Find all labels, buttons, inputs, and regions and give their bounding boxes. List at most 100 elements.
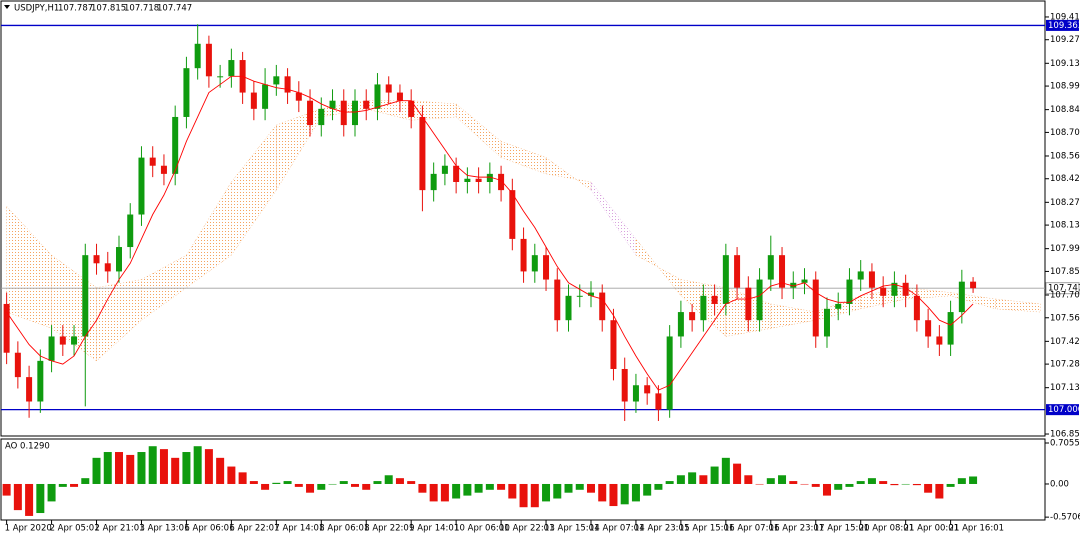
ao-pane (0, 438, 1046, 521)
candle-body (295, 92, 302, 101)
ichimoku-cloud (186, 181, 232, 289)
candle-body (576, 295, 583, 297)
candle-body (82, 255, 89, 337)
ao-bar (70, 483, 79, 487)
ichimoku-cloud (635, 238, 682, 297)
ao-bar (204, 449, 213, 484)
ao-bar (407, 481, 416, 484)
ao-bar (452, 483, 461, 499)
y-tick-label: 107.420 (1050, 337, 1080, 347)
candle-body (599, 292, 606, 321)
symbol-title: USDJPY,H1 (14, 4, 59, 14)
candle-body (801, 279, 808, 283)
candle-body (430, 173, 437, 191)
candle-body (891, 282, 898, 296)
ao-bar (822, 483, 831, 496)
y-tick-label: 106.850 (1050, 430, 1080, 440)
x-tick-label: 20 Apr 08:01 (859, 524, 914, 534)
ichimoku-cloud (141, 254, 187, 321)
ao-bar (924, 483, 933, 493)
ao-bar (665, 481, 674, 484)
candle-body (183, 68, 190, 117)
price-pane (0, 0, 1046, 437)
candle-body (363, 100, 370, 109)
candle-body (632, 385, 639, 402)
candle-body (509, 190, 516, 239)
ao-bar (36, 483, 45, 514)
candle-body (666, 336, 673, 410)
ao-bar (126, 454, 135, 484)
candle-body (127, 214, 134, 248)
candle-body (531, 255, 538, 272)
candle-body (14, 352, 21, 378)
header-value: 107.815 (91, 4, 126, 14)
ao-bar (721, 457, 730, 484)
header-value: 107.747 (157, 4, 192, 14)
candle-body (565, 295, 572, 321)
candle-body (543, 255, 550, 280)
candle-body (902, 282, 909, 296)
candle-body (925, 320, 932, 337)
candle-body (846, 279, 853, 304)
ao-bar (463, 483, 472, 496)
candle-body (340, 100, 347, 126)
menu-triangle[interactable] (4, 5, 10, 9)
y-tick-label: 107.850 (1050, 267, 1080, 277)
y-tick-label: 107.565 (1050, 313, 1080, 323)
ichimoku-cloud (500, 140, 547, 175)
ichimoku-cloud (545, 157, 592, 191)
ao-bar (429, 483, 438, 502)
x-tick-label: 8 Apr 06:01 (319, 524, 369, 534)
ao-bar (92, 457, 101, 484)
x-tick-label: 8 Apr 22:01 (364, 524, 414, 534)
ao-bar (216, 457, 225, 484)
candle-body (812, 279, 819, 337)
ao-bar (2, 483, 11, 496)
candle-body (857, 271, 864, 280)
candle-body (307, 100, 314, 126)
ao-bar (575, 483, 584, 490)
ao-bar (418, 483, 427, 493)
candle-body (644, 385, 651, 394)
candle-body (689, 312, 696, 321)
ao-bar (373, 481, 382, 484)
candle-body (172, 116, 179, 174)
candle-body (318, 108, 325, 126)
ao-bar (249, 481, 258, 484)
candle-body (419, 116, 426, 191)
ao-bar (778, 475, 787, 484)
ichimoku-cloud (276, 108, 322, 192)
candle-body (396, 92, 403, 101)
x-tick-label: 6 Apr 06:01 (184, 524, 234, 534)
ao-bar (440, 483, 449, 502)
ao-bar (957, 478, 966, 484)
ichimoku-cloud (770, 303, 816, 329)
candle-body (722, 255, 729, 304)
candle-body (205, 43, 212, 77)
ao-bar (710, 466, 719, 484)
candle-body (217, 76, 224, 78)
ao-bar (733, 463, 742, 484)
candle-body (913, 295, 920, 321)
y-tick-label: 109.130 (1050, 59, 1080, 69)
ao-bar (586, 483, 595, 493)
ao-bar (542, 483, 551, 502)
candle-body (868, 271, 875, 288)
ao-bar (103, 452, 112, 484)
level-label-box (1046, 19, 1079, 31)
candle-body (26, 377, 33, 402)
price-label: 107.747 (1048, 284, 1080, 294)
x-tick-label: 14 Apr 07:01 (589, 524, 644, 534)
y-tick-label: 0.7055 (1050, 438, 1080, 448)
ao-bar (856, 481, 865, 484)
header-value: 107.787 (58, 4, 93, 14)
y-tick-label: 107.990 (1050, 244, 1080, 254)
x-tick-label: 1 Apr 2020 (5, 524, 52, 534)
y-tick-label: 108.275 (1050, 198, 1080, 208)
candle-body (273, 76, 280, 85)
candle-body (734, 255, 741, 288)
candle-body (351, 100, 358, 126)
candle-body (104, 263, 111, 272)
x-tick-label: 21 Apr 00:01 (904, 524, 959, 534)
